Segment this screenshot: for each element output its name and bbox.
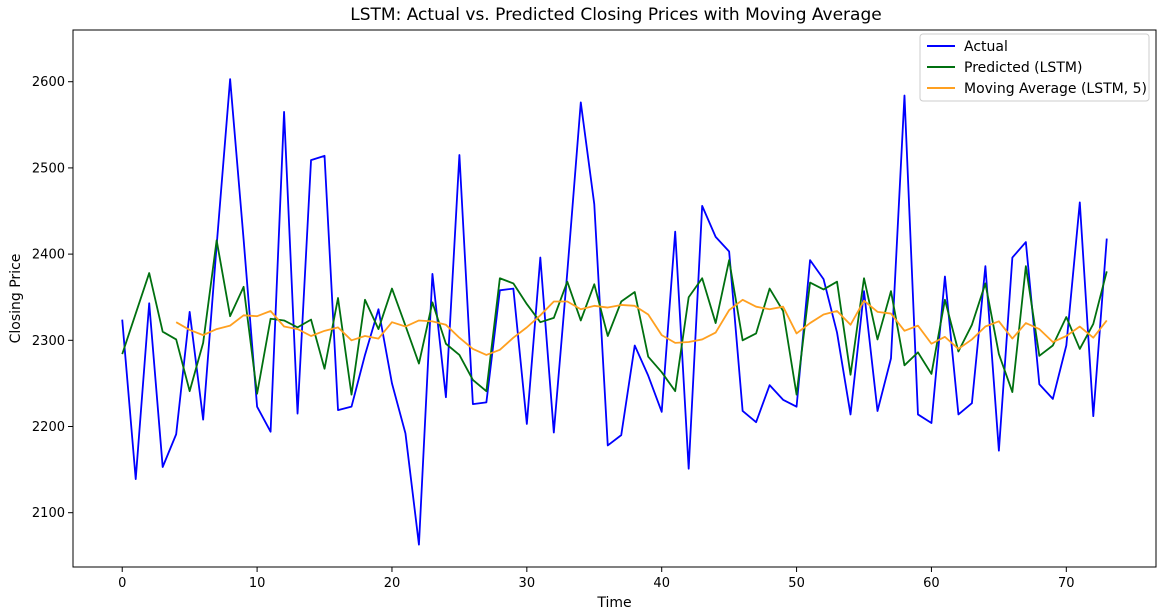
x-tick-label: 60 — [923, 576, 940, 591]
x-tick-label: 70 — [1058, 576, 1075, 591]
x-tick-label: 0 — [118, 576, 126, 591]
y-tick-label: 2200 — [32, 420, 65, 435]
x-tick-label: 20 — [384, 576, 401, 591]
legend-label: Actual — [964, 39, 1008, 55]
x-tick-label: 10 — [249, 576, 266, 591]
series-line-0 — [121, 78, 1108, 546]
chart-title: LSTM: Actual vs. Predicted Closing Price… — [350, 5, 881, 25]
legend-label: Moving Average (LSTM, 5) — [964, 81, 1147, 97]
legend-label: Predicted (LSTM) — [964, 60, 1082, 76]
x-tick-label: 40 — [653, 576, 670, 591]
legend-box — [919, 33, 1150, 102]
legend: Actual Predicted (LSTM) Moving Average (LS… — [919, 33, 1150, 102]
y-axis-label: Closing Price — [8, 254, 24, 344]
y-tick-label: 2500 — [32, 161, 65, 176]
plot-frame — [72, 29, 1157, 568]
x-tick-label: 50 — [788, 576, 805, 591]
x-axis-label: Time — [596, 595, 631, 608]
x-tick-label: 30 — [519, 576, 536, 591]
y-axis: 2100 2200 2300 2400 2500 2600 — [32, 75, 73, 521]
y-tick-label: 2300 — [32, 334, 65, 349]
series-line-1 — [121, 239, 1108, 396]
plot-lines — [121, 78, 1108, 546]
y-tick-label: 2400 — [32, 248, 65, 263]
y-tick-label: 2600 — [32, 75, 65, 90]
y-tick-label: 2100 — [32, 506, 65, 521]
x-axis: 0 10 20 30 40 50 60 70 — [118, 567, 1075, 591]
series-line-2 — [175, 298, 1108, 356]
